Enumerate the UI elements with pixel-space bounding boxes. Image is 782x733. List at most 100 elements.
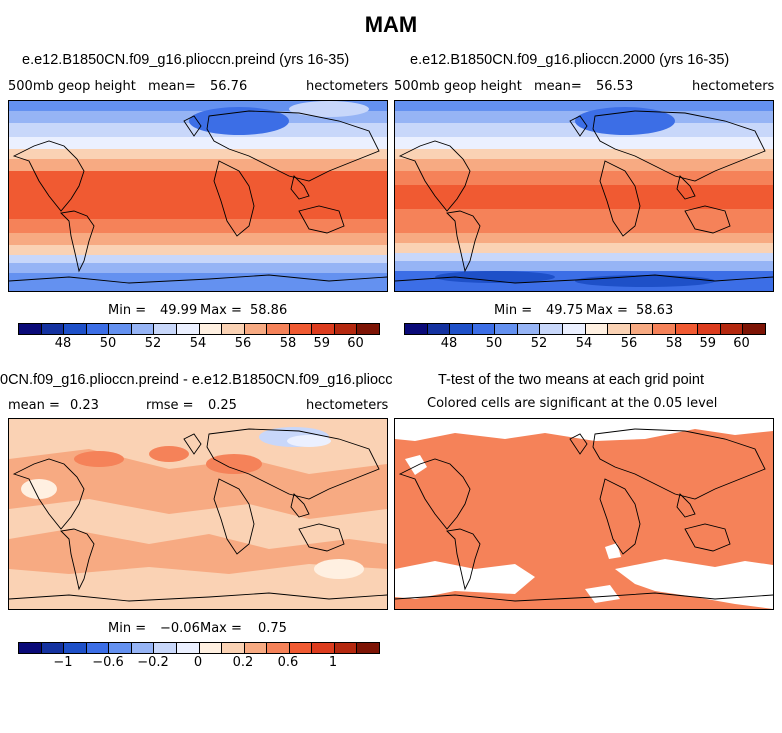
panel2-map <box>394 100 774 292</box>
colorbar-swatch <box>41 643 65 653</box>
panel2-units: hectometers <box>692 79 775 94</box>
colorbar-tick-label: 48 <box>54 336 72 351</box>
colorbar-swatch <box>131 643 155 653</box>
colorbar-swatch <box>540 324 563 334</box>
panel1-colorbar <box>18 323 380 335</box>
panel1-max-value: 58.86 <box>250 303 288 318</box>
colorbar-tick-label: 0 <box>193 655 203 670</box>
colorbar-swatch <box>199 643 223 653</box>
colorbar-swatch <box>86 324 110 334</box>
colorbar-swatch <box>64 643 87 653</box>
colorbar-tick-label: −0.2 <box>137 655 169 670</box>
colorbar-swatch <box>222 324 245 334</box>
colorbar-tick-label: −0.6 <box>92 655 124 670</box>
colorbar-swatch <box>199 324 223 334</box>
colorbar-tick-label: 1 <box>328 655 338 670</box>
panel4-subtitle: Colored cells are significant at the 0.0… <box>427 396 718 411</box>
colorbar-swatch <box>517 324 541 334</box>
colorbar-swatch <box>630 324 654 334</box>
colorbar-tick-label: 56 <box>620 336 638 351</box>
panel2-colorbar <box>404 323 766 335</box>
colorbar-swatch <box>653 324 676 334</box>
colorbar-swatch <box>289 324 313 334</box>
colorbar-swatch <box>109 324 132 334</box>
panel2-mean-value: 56.53 <box>596 79 634 94</box>
colorbar-swatch <box>312 324 335 334</box>
panel3-map <box>8 418 388 610</box>
colorbar-swatch <box>472 324 496 334</box>
panel3-min-value: −0.06 <box>160 621 200 636</box>
colorbar-tick-label: 0.2 <box>232 655 254 670</box>
panel2-min-value: 49.75 <box>546 303 584 318</box>
colorbar-tick-label: 60 <box>347 336 364 351</box>
panel3-rmse-label: rmse = <box>146 398 194 413</box>
colorbar-tick-label: 50 <box>485 336 503 351</box>
colorbar-tick-label: 54 <box>575 336 593 351</box>
colorbar-swatch <box>427 324 451 334</box>
colorbar-swatch <box>405 324 428 334</box>
panel3-max-label: Max = <box>200 621 242 636</box>
panel1-units: hectometers <box>306 79 389 94</box>
panel1-min-value: 49.99 <box>160 303 198 318</box>
colorbar-swatch <box>720 324 744 334</box>
colorbar-swatch <box>267 643 290 653</box>
panel1-mean-label: mean= <box>148 79 196 94</box>
panel1-min-label: Min = <box>108 303 147 318</box>
panel4-map <box>394 418 774 610</box>
colorbar-swatch <box>41 324 65 334</box>
panel1-map <box>8 100 388 292</box>
panel1-colorbar-ticks: 48 50 52 54 56 58 59 60 <box>18 336 378 352</box>
colorbar-swatch <box>86 643 110 653</box>
colorbar-swatch <box>19 324 42 334</box>
colorbar-swatch <box>585 324 609 334</box>
colorbar-swatch <box>312 643 335 653</box>
colorbar-swatch <box>222 643 245 653</box>
colorbar-tick-label: 56 <box>234 336 252 351</box>
colorbar-swatch <box>608 324 631 334</box>
panel2-colorbar-ticks: 48 50 52 54 56 58 59 60 <box>404 336 764 352</box>
colorbar-tick-label: 58 <box>279 336 297 351</box>
panel2-mean-label: mean= <box>534 79 582 94</box>
colorbar-tick-label: 59 <box>699 336 717 351</box>
colorbar-swatch <box>743 324 765 334</box>
colorbar-swatch <box>450 324 473 334</box>
colorbar-swatch <box>495 324 518 334</box>
colorbar-swatch <box>109 643 132 653</box>
panel3-mean-label: mean = <box>8 398 60 413</box>
colorbar-swatch <box>698 324 721 334</box>
colorbar-swatch <box>176 324 200 334</box>
colorbar-tick-label: 50 <box>99 336 117 351</box>
panel2-variable-label: 500mb geop height <box>394 79 522 94</box>
colorbar-swatch <box>289 643 313 653</box>
colorbar-swatch <box>675 324 699 334</box>
colorbar-swatch <box>154 324 177 334</box>
panel3-rmse-value: 0.25 <box>208 398 237 413</box>
colorbar-swatch <box>131 324 155 334</box>
colorbar-swatch <box>334 643 358 653</box>
colorbar-tick-label: 59 <box>313 336 331 351</box>
colorbar-tick-label: 58 <box>665 336 683 351</box>
colorbar-tick-label: 52 <box>530 336 548 351</box>
panel2-max-label: Max = <box>586 303 628 318</box>
panel3-title: 0CN.f09_g16.pliocсn.preind - e.e12.B1850… <box>0 372 392 388</box>
colorbar-tick-label: 60 <box>733 336 750 351</box>
panel4-title: T-test of the two means at each grid poi… <box>438 372 704 388</box>
panel1-title: e.e12.B1850CN.f09_g16.pliocсn.preind (yr… <box>22 52 350 68</box>
panel3-units: hectometers <box>306 398 389 413</box>
panel3-colorbar-ticks: −1 −0.6 −0.2 0 0.2 0.6 1 <box>18 655 378 671</box>
colorbar-swatch <box>357 643 379 653</box>
colorbar-swatch <box>244 643 268 653</box>
colorbar-tick-label: 52 <box>144 336 162 351</box>
colorbar-swatch <box>154 643 177 653</box>
panel1-variable-label: 500mb geop height <box>8 79 136 94</box>
colorbar-tick-label: 0.6 <box>277 655 299 670</box>
colorbar-tick-label: 48 <box>440 336 458 351</box>
colorbar-swatch <box>357 324 379 334</box>
panel3-colorbar <box>18 642 380 654</box>
panel3-mean-value: 0.23 <box>70 398 99 413</box>
colorbar-swatch <box>64 324 87 334</box>
colorbar-swatch <box>267 324 290 334</box>
panel2-max-value: 58.63 <box>636 303 674 318</box>
colorbar-swatch <box>244 324 268 334</box>
panel2-min-label: Min = <box>494 303 533 318</box>
